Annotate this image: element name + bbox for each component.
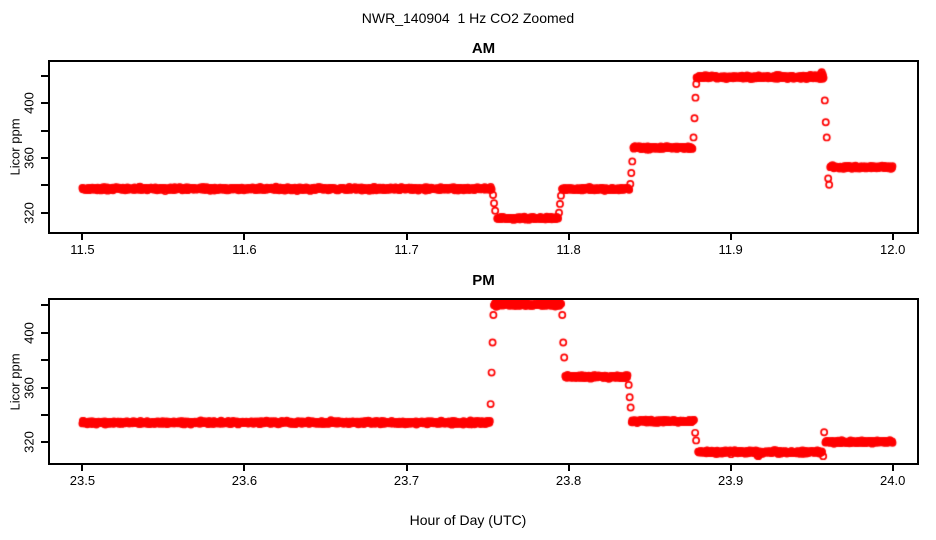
y-tick bbox=[41, 74, 48, 77]
y-tick bbox=[41, 156, 48, 159]
y-tick bbox=[41, 386, 48, 389]
y-tick-label: 320 bbox=[21, 201, 37, 224]
x-axis-label: Hour of Day (UTC) bbox=[409, 512, 527, 528]
x-tick bbox=[81, 234, 84, 240]
plot-box-pm bbox=[48, 298, 919, 465]
y-tick-label: 360 bbox=[21, 376, 37, 399]
y-tick bbox=[41, 129, 48, 132]
x-tick bbox=[243, 234, 246, 240]
x-tick-label: 11.9 bbox=[718, 242, 743, 257]
panel-title-pm: PM bbox=[472, 272, 495, 289]
x-tick bbox=[891, 234, 894, 240]
x-tick-label: 11.6 bbox=[232, 242, 257, 257]
x-tick-label: 23.7 bbox=[393, 473, 420, 488]
x-tick bbox=[405, 234, 408, 240]
am-plot-canvas bbox=[50, 62, 917, 232]
y-tick-label: 400 bbox=[21, 92, 37, 114]
y-tick bbox=[41, 304, 48, 307]
x-tick-label: 12.0 bbox=[880, 242, 906, 257]
x-tick bbox=[891, 465, 894, 471]
y-tick bbox=[41, 441, 48, 444]
y-axis-label-pm: Licor ppm bbox=[7, 352, 23, 411]
x-tick bbox=[729, 234, 732, 240]
panel-title-am: AM bbox=[471, 40, 496, 57]
x-tick-label: 23.6 bbox=[231, 473, 258, 488]
y-tick-label: 400 bbox=[21, 322, 37, 344]
y-tick bbox=[41, 102, 48, 105]
plot-box-am bbox=[48, 60, 919, 234]
y-tick bbox=[41, 211, 48, 214]
y-tick-label: 320 bbox=[21, 431, 37, 454]
y-tick-label: 360 bbox=[21, 147, 37, 169]
x-tick-label: 11.5 bbox=[70, 242, 95, 257]
y-axis-label-am: Licor ppm bbox=[7, 118, 23, 176]
x-tick bbox=[243, 465, 246, 471]
x-tick bbox=[567, 465, 570, 471]
x-tick-label: 23.5 bbox=[69, 473, 96, 488]
y-tick bbox=[41, 359, 48, 362]
figure-title: NWR_140904 1 Hz CO2 Zoomed bbox=[361, 10, 575, 26]
x-tick bbox=[81, 465, 84, 471]
y-tick bbox=[41, 414, 48, 417]
x-tick bbox=[729, 465, 732, 471]
y-tick bbox=[41, 331, 48, 334]
y-tick bbox=[41, 184, 48, 187]
x-tick-label: 11.7 bbox=[394, 242, 419, 257]
x-tick-label: 11.8 bbox=[556, 242, 581, 257]
x-tick-label: 24.0 bbox=[880, 473, 906, 488]
x-tick-label: 23.8 bbox=[555, 473, 582, 488]
x-tick bbox=[405, 465, 408, 471]
x-tick-label: 23.9 bbox=[717, 473, 744, 488]
x-tick bbox=[567, 234, 570, 240]
pm-plot-canvas bbox=[50, 300, 917, 463]
